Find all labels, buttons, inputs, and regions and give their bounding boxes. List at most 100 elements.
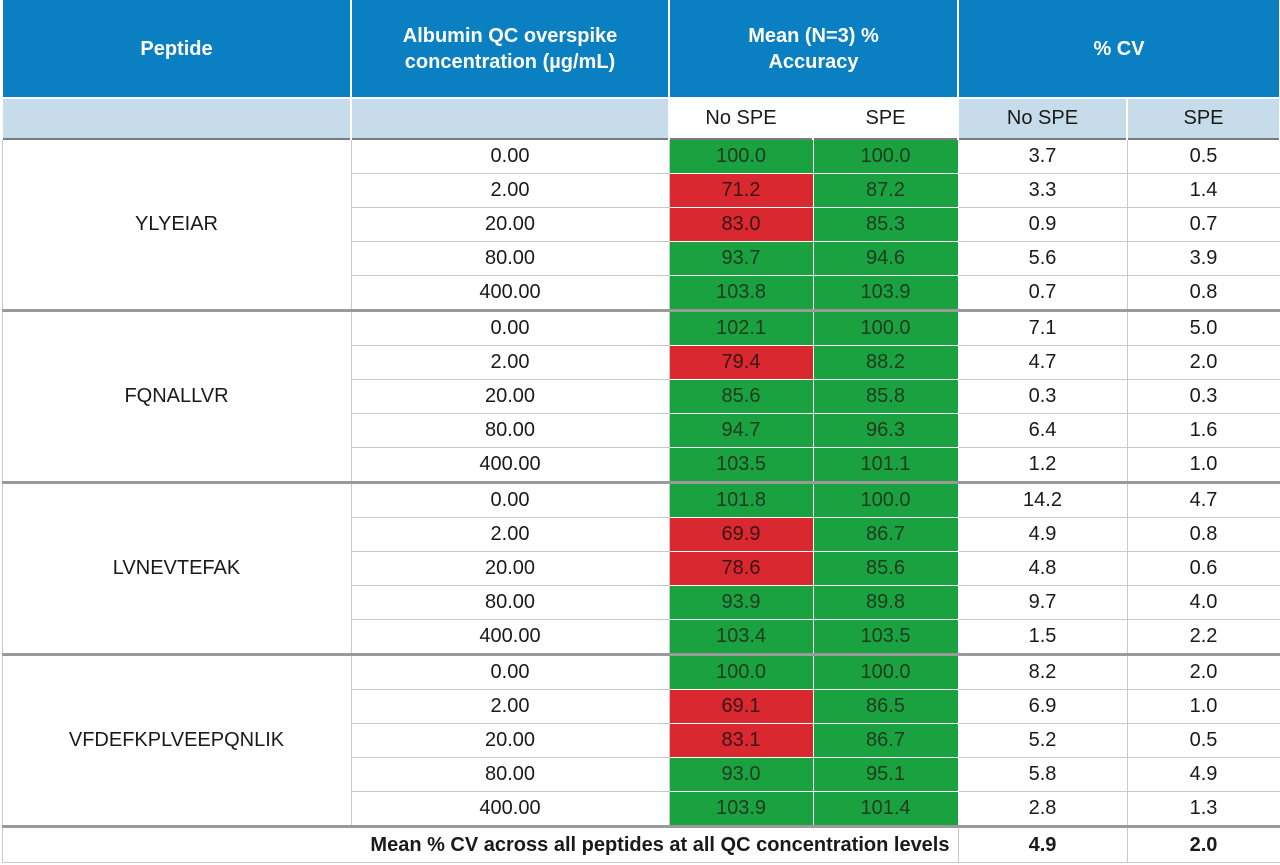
- table-row: 400.00 103.8 103.9 0.7 0.8: [2, 275, 1280, 311]
- accuracy-no-spe-cell: 85.6: [668, 379, 814, 414]
- accuracy-spe-cell: 85.3: [812, 207, 959, 242]
- cv-no-spe-cell: 3.7: [957, 138, 1128, 174]
- accuracy-no-spe-cell: 69.9: [668, 517, 814, 552]
- accuracy-no-spe-cell: 93.0: [668, 757, 814, 792]
- cv-spe-cell: 0.6: [1126, 551, 1280, 586]
- accuracy-no-spe-cell: 102.1: [668, 309, 814, 346]
- peptide-name: LVNEVTEFAK: [1, 481, 352, 655]
- peptide-name: FQNALLVR: [1, 309, 352, 483]
- table-row: 400.00 103.5 101.1 1.2 1.0: [2, 447, 1280, 483]
- accuracy-spe-cell: 101.1: [812, 447, 959, 483]
- accuracy-no-spe-cell: 103.4: [668, 619, 814, 655]
- accuracy-spe-cell: 85.6: [812, 551, 959, 586]
- accuracy-no-spe-cell: 94.7: [668, 413, 814, 448]
- cv-no-spe-cell: 6.4: [957, 413, 1128, 448]
- subheader-empty-concentration: [350, 97, 670, 139]
- concentration-cell: 400.00: [350, 619, 670, 655]
- accuracy-spe-cell: 89.8: [812, 585, 959, 620]
- footer-cv-spe: 2.0: [1126, 825, 1280, 863]
- table-row: 400.00 103.9 101.4 2.8 1.3: [2, 791, 1280, 827]
- accuracy-spe-cell: 86.7: [812, 517, 959, 552]
- cv-spe-cell: 1.3: [1126, 791, 1280, 827]
- table-row: YLYEIAR 0.00 100.0 100.0 3.7 0.5: [1, 138, 1280, 311]
- table-row: 20.00 83.0 85.3 0.9 0.7: [2, 207, 1280, 242]
- cv-no-spe-cell: 5.6: [957, 241, 1128, 276]
- footer-cv-no-spe: 4.9: [957, 825, 1128, 863]
- col-header-concentration: Albumin QC overspike concentration (µg/m…: [350, 0, 670, 98]
- peptide-name: YLYEIAR: [1, 138, 352, 311]
- concentration-cell: 2.00: [350, 517, 670, 552]
- concentration-cell: 80.00: [350, 757, 670, 792]
- cv-no-spe-cell: 2.8: [957, 791, 1128, 827]
- subheader-row: No SPE SPE No SPE SPE: [1, 97, 1280, 139]
- cv-spe-cell: 0.5: [1126, 723, 1280, 758]
- accuracy-no-spe-cell: 93.9: [668, 585, 814, 620]
- accuracy-no-spe-cell: 103.5: [668, 447, 814, 483]
- cv-no-spe-cell: 8.2: [957, 653, 1128, 690]
- accuracy-no-spe-cell: 100.0: [668, 138, 814, 174]
- cv-no-spe-cell: 5.2: [957, 723, 1128, 758]
- accuracy-spe-cell: 85.8: [812, 379, 959, 414]
- concentration-cell: 2.00: [350, 689, 670, 724]
- table-row: 2.00 69.1 86.5 6.9 1.0: [2, 689, 1280, 724]
- accuracy-spe-cell: 96.3: [812, 413, 959, 448]
- concentration-cell: 20.00: [350, 379, 670, 414]
- cv-no-spe-cell: 0.7: [957, 275, 1128, 311]
- accuracy-no-spe-cell: 100.0: [668, 653, 814, 690]
- accuracy-no-spe-cell: 103.9: [668, 791, 814, 827]
- cv-no-spe-cell: 0.9: [957, 207, 1128, 242]
- subheader-empty-peptide: [1, 97, 352, 139]
- cv-no-spe-cell: 4.7: [957, 345, 1128, 380]
- cv-no-spe-cell: 0.3: [957, 379, 1128, 414]
- subheader-cv-no-spe: No SPE: [957, 97, 1128, 139]
- accuracy-no-spe-cell: 103.8: [668, 275, 814, 311]
- cv-no-spe-cell: 5.8: [957, 757, 1128, 792]
- table-row: 400.00 103.4 103.5 1.5 2.2: [2, 619, 1280, 655]
- cv-no-spe-cell: 6.9: [957, 689, 1128, 724]
- cv-spe-cell: 3.9: [1126, 241, 1280, 276]
- cv-spe-cell: 0.3: [1126, 379, 1280, 414]
- accuracy-spe-cell: 94.6: [812, 241, 959, 276]
- table-row: 20.00 83.1 86.7 5.2 0.5: [2, 723, 1280, 758]
- accuracy-spe-cell: 86.5: [812, 689, 959, 724]
- concentration-cell: 80.00: [350, 413, 670, 448]
- subheader-accuracy-no-spe: No SPE: [668, 97, 814, 139]
- cv-spe-cell: 1.4: [1126, 173, 1280, 208]
- concentration-cell: 400.00: [350, 275, 670, 311]
- table-body: YLYEIAR 0.00 100.0 100.0 3.7 0.5 2.00 71.2 87.2 3…: [1, 138, 1280, 827]
- table-row: LVNEVTEFAK 0.00 101.8 100.0 14.2 4.7: [1, 481, 1280, 655]
- cv-spe-cell: 4.7: [1126, 481, 1280, 518]
- concentration-cell: 20.00: [350, 551, 670, 586]
- concentration-cell: 20.00: [350, 207, 670, 242]
- accuracy-spe-cell: 103.9: [812, 275, 959, 311]
- cv-no-spe-cell: 4.9: [957, 517, 1128, 552]
- cv-spe-cell: 2.2: [1126, 619, 1280, 655]
- cv-spe-cell: 4.0: [1126, 585, 1280, 620]
- cv-spe-cell: 0.8: [1126, 517, 1280, 552]
- footer-row: Mean % CV across all peptides at all QC …: [1, 825, 1280, 863]
- cv-spe-cell: 5.0: [1126, 309, 1280, 346]
- cv-spe-cell: 2.0: [1126, 345, 1280, 380]
- accuracy-spe-cell: 100.0: [812, 653, 959, 690]
- footer-label: Mean % CV across all peptides at all QC …: [1, 825, 959, 863]
- cv-spe-cell: 4.9: [1126, 757, 1280, 792]
- header-row: Peptide Albumin QC overspike concentrati…: [1, 0, 1280, 98]
- concentration-cell: 400.00: [350, 447, 670, 483]
- accuracy-no-spe-cell: 79.4: [668, 345, 814, 380]
- concentration-cell: 80.00: [350, 585, 670, 620]
- cv-no-spe-cell: 4.8: [957, 551, 1128, 586]
- accuracy-no-spe-cell: 83.1: [668, 723, 814, 758]
- accuracy-no-spe-cell: 69.1: [668, 689, 814, 724]
- concentration-cell: 0.00: [350, 653, 670, 690]
- table-row: 80.00 93.0 95.1 5.8 4.9: [2, 757, 1280, 792]
- accuracy-spe-cell: 100.0: [812, 309, 959, 346]
- cv-spe-cell: 0.7: [1126, 207, 1280, 242]
- cv-spe-cell: 1.6: [1126, 413, 1280, 448]
- subheader-accuracy-spe: SPE: [812, 97, 959, 139]
- col-header-accuracy-text: Mean (N=3) % Accuracy: [748, 24, 879, 73]
- peptide-name: VFDEFKPLVEEPQNLIK: [1, 653, 352, 827]
- accuracy-spe-cell: 86.7: [812, 723, 959, 758]
- accuracy-spe-cell: 101.4: [812, 791, 959, 827]
- concentration-cell: 0.00: [350, 309, 670, 346]
